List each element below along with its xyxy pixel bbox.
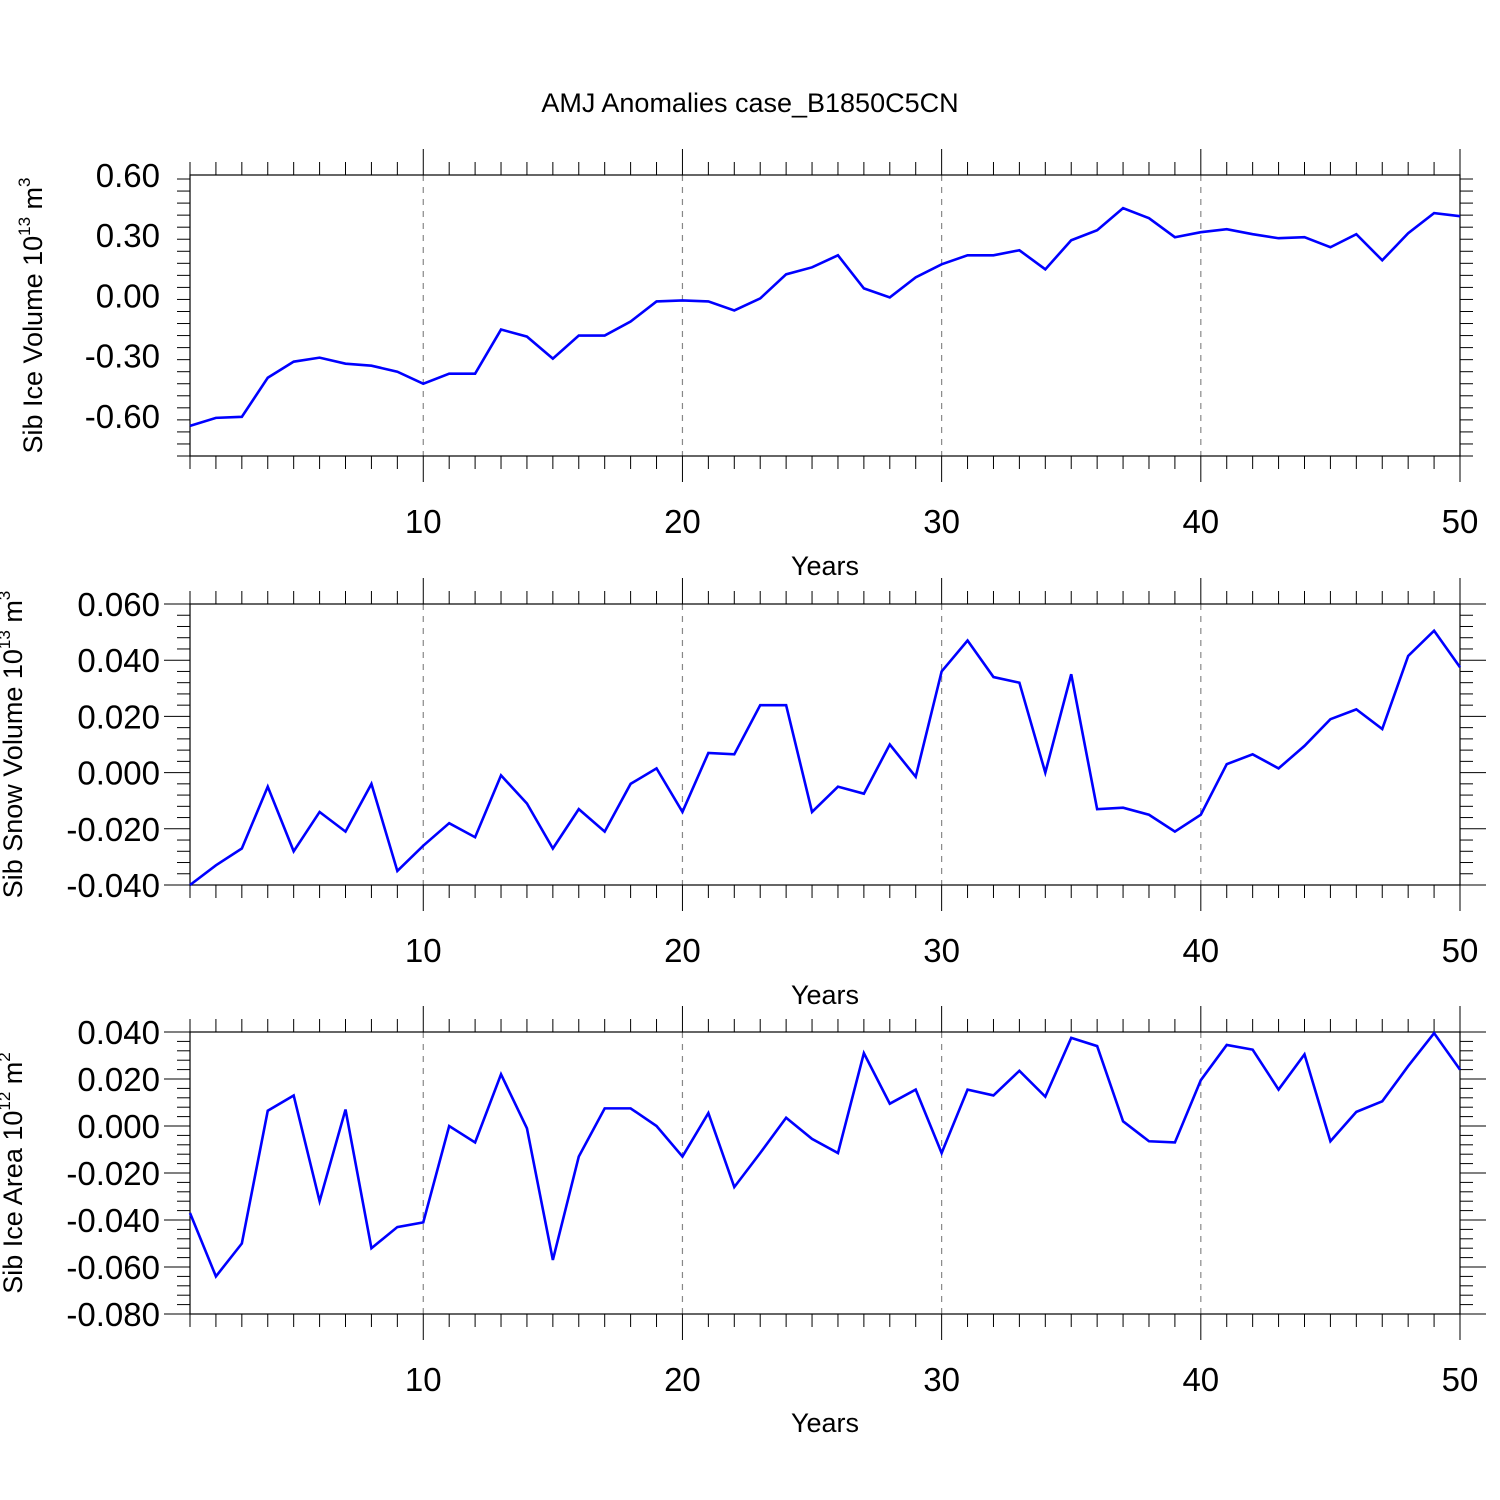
x-tick-label: 20 [664, 1361, 701, 1398]
panel-2: -0.040 -0.020 0.000 0.020 0.040 0.060 10 20 30 40… [0, 578, 1486, 1010]
x-tick-label: 20 [664, 503, 701, 540]
y-tick-label: 0.020 [77, 1061, 160, 1098]
y-axis-label: Sib Snow Volume 1013 m3 [0, 591, 28, 899]
y-tick-label: -0.080 [66, 1296, 160, 1333]
x-tick-label: 10 [405, 503, 442, 540]
y-tick-label: 0.000 [77, 755, 160, 792]
y-tick-label: 0.020 [77, 698, 160, 735]
x-axis-label: Years [791, 980, 859, 1010]
y-tick-label: -0.020 [66, 1155, 160, 1192]
panel-3: -0.080 -0.060 -0.040 -0.020 0.000 0.020 0.040 1… [0, 1006, 1486, 1438]
y-tick-label: 0.00 [96, 277, 160, 314]
x-tick-label: 20 [664, 932, 701, 969]
x-tick-label: 30 [923, 1361, 960, 1398]
x-tick-label: 50 [1442, 1361, 1479, 1398]
x-tick-label: 10 [405, 932, 442, 969]
y-tick-label: -0.30 [85, 338, 160, 375]
y-tick-label: 0.30 [96, 217, 160, 254]
y-tick-label: -0.040 [66, 867, 160, 904]
y-tick-label: 0.040 [77, 642, 160, 679]
plot-frame [189, 1031, 1461, 1315]
series-line-1 [188, 1031, 1462, 1279]
y-tick-label: 0.60 [96, 157, 160, 194]
x-tick-label: 10 [405, 1361, 442, 1398]
x-tick-label: 40 [1182, 503, 1219, 540]
plot-frame [189, 174, 1461, 457]
y-tick-label: -0.020 [66, 811, 160, 848]
x-axis-label: Years [791, 1408, 859, 1438]
x-tick-label: 40 [1182, 932, 1219, 969]
y-tick-label: -0.60 [85, 398, 160, 435]
y-tick-label: 0.040 [77, 1014, 160, 1051]
x-tick-label: 30 [923, 503, 960, 540]
x-tick-label: 50 [1442, 503, 1479, 540]
y-axis-label: Sib Ice Area 1012 m2 [0, 1052, 28, 1294]
y-tick-label: 0.000 [77, 1108, 160, 1145]
x-tick-label: 40 [1182, 1361, 1219, 1398]
x-tick-label: 50 [1442, 932, 1479, 969]
chart-title: AMJ Anomalies case_B1850C5CN [541, 88, 958, 118]
series-line-1 [189, 206, 1461, 428]
x-axis-label: Years [791, 551, 859, 581]
y-tick-label: -0.060 [66, 1249, 160, 1286]
plot-frame [189, 603, 1461, 886]
y-axis-label: Sib Ice Volume 1013 m3 [15, 177, 48, 453]
panel-1: -0.60 -0.30 0.00 0.30 0.60 10 20 30 40 50 Years Sib… [15, 149, 1478, 581]
y-tick-label: -0.040 [66, 1202, 160, 1239]
series-line-1 [189, 628, 1462, 887]
y-tick-label: 0.060 [77, 586, 160, 623]
x-tick-label: 30 [923, 932, 960, 969]
